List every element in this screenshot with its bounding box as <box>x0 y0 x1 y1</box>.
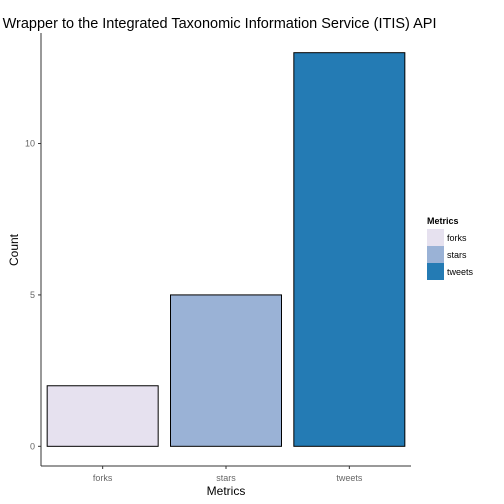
legend-label: forks <box>447 233 467 243</box>
bar-forks <box>46 385 159 447</box>
plot-area: 0 5 10 forks stars tweets <box>25 33 411 483</box>
legend-key-stars <box>427 246 444 263</box>
bars-group <box>46 52 406 447</box>
y-tick-label: 5 <box>30 290 35 300</box>
chart-title: ritis, Wrapper to the Integrated Taxonom… <box>0 16 436 32</box>
x-ticks-group: forks stars tweets <box>93 466 363 483</box>
legend: Metrics forks stars tweets <box>427 216 474 280</box>
legend-items: forks stars tweets <box>427 229 474 280</box>
legend-key-tweets <box>427 263 444 280</box>
x-axis-title: Metrics <box>207 484 246 498</box>
legend-key-forks <box>427 229 444 246</box>
x-tick-label: forks <box>93 473 113 483</box>
y-ticks-group: 0 5 10 <box>25 139 41 451</box>
x-tick-label: stars <box>216 473 236 483</box>
bar-tweets <box>293 52 406 447</box>
y-tick-label: 10 <box>25 139 35 149</box>
legend-label: tweets <box>447 267 474 277</box>
x-tick-label: tweets <box>336 473 363 483</box>
bar-stars <box>170 294 282 447</box>
y-axis-title: Count <box>7 233 21 266</box>
legend-label: stars <box>447 250 467 260</box>
y-tick-label: 0 <box>30 441 35 451</box>
legend-title: Metrics <box>427 216 459 226</box>
